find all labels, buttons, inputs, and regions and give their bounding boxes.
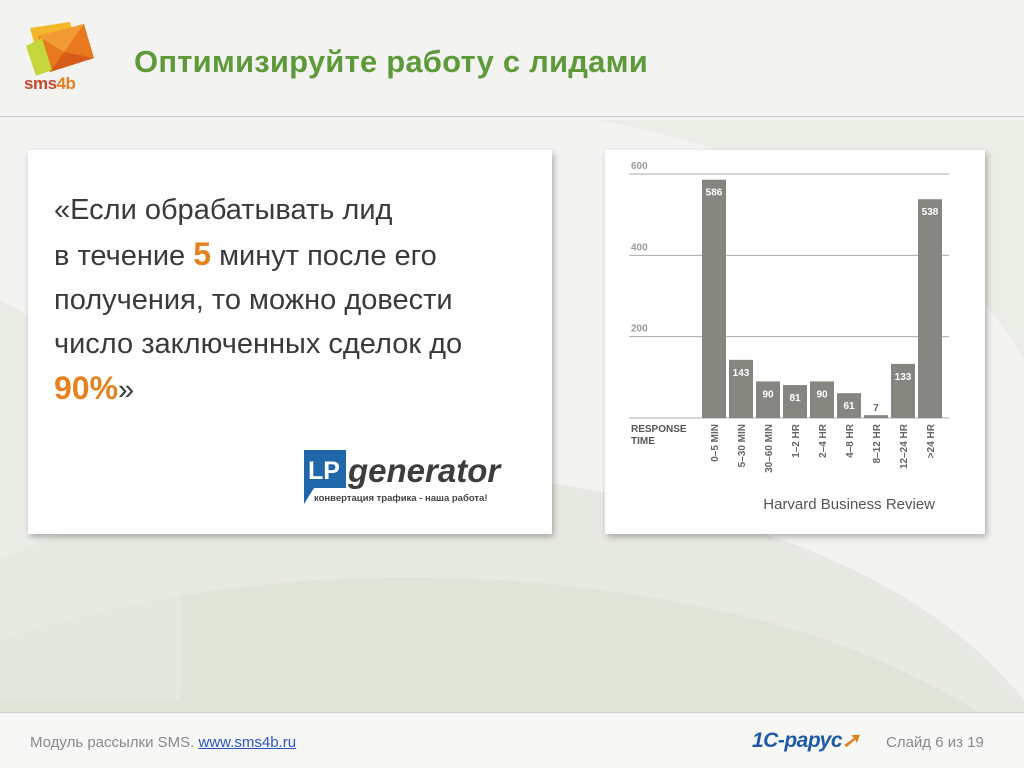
chart-card: 200 400 600 RESPONSE TIME 586 0–5 MIN 143 5–30 M… xyxy=(605,150,985,534)
bar xyxy=(891,363,915,418)
bar xyxy=(837,393,861,418)
sms4b-logo-text: sms4b xyxy=(24,74,76,93)
header-divider xyxy=(0,116,1024,117)
footer-divider xyxy=(0,712,1024,713)
lp-generator-logo: LP generator конвертация трафика - наша … xyxy=(304,450,502,504)
lp-logo-name: generator xyxy=(347,452,502,489)
quote-highlight-minutes: 5 xyxy=(193,236,212,272)
quote-card: «Если обрабатывать лид в течение 5 минут … xyxy=(28,150,552,534)
bar-value-label: 90 xyxy=(762,389,774,400)
x-tick-label: >24 HR xyxy=(926,423,937,458)
sms4b-logo xyxy=(26,22,94,76)
footer-bar xyxy=(0,713,1024,768)
footer-module-text: Модуль рассылки SMS. www.sms4b.ru xyxy=(30,734,297,751)
bar-value-label: 90 xyxy=(816,389,828,400)
x-tick-label: 12–24 HR xyxy=(899,423,910,469)
y-tick-label: 400 xyxy=(631,242,648,253)
bar xyxy=(810,381,834,418)
x-tick-label: 0–5 MIN xyxy=(710,424,721,462)
page-title: Оптимизируйте работу с лидами xyxy=(134,44,649,79)
bar-value-label: 61 xyxy=(843,401,855,412)
bar-value-label: 81 xyxy=(789,393,801,404)
x-tick-label: 4–8 HR xyxy=(845,423,856,458)
y-tick-label: 600 xyxy=(631,161,648,172)
bar xyxy=(702,179,726,418)
bar xyxy=(729,359,753,418)
quote-highlight-percent: 90% xyxy=(54,370,119,406)
bar xyxy=(864,415,888,418)
bar xyxy=(918,199,942,418)
slide-counter: Слайд 6 из 19 xyxy=(886,734,984,751)
x-tick-label: 30–60 MIN xyxy=(764,424,775,473)
chart-source: Harvard Business Review xyxy=(763,496,935,513)
bar-value-label: 586 xyxy=(706,188,723,199)
bar-value-label: 538 xyxy=(922,207,939,218)
x-tick-label: 1–2 HR xyxy=(791,423,802,458)
lp-logo-tagline: конвертация трафика - наша работа! xyxy=(314,493,488,504)
bar xyxy=(783,385,807,418)
bar xyxy=(756,381,780,418)
footer-site-link[interactable]: www.sms4b.ru xyxy=(198,734,297,751)
1c-rarus-logo: 1С-рарус➚ xyxy=(752,729,860,752)
bar-value-label: 133 xyxy=(895,372,912,383)
lp-logo-mark: LP xyxy=(308,457,340,485)
bar-value-label: 143 xyxy=(733,368,750,379)
quote-text: «Если обрабатывать лид в течение 5 минут … xyxy=(54,194,463,406)
x-tick-label: 8–12 HR xyxy=(872,423,883,463)
y-tick-label: 200 xyxy=(631,324,648,335)
bar-value-label: 7 xyxy=(873,403,879,414)
x-tick-label: 5–30 MIN xyxy=(737,424,748,467)
response-time-chart: 200 400 600 RESPONSE TIME 586 0–5 MIN 143 5–30 M… xyxy=(629,161,949,473)
x-axis-label: RESPONSE TIME xyxy=(631,424,687,447)
x-tick-label: 2–4 HR xyxy=(818,423,829,458)
